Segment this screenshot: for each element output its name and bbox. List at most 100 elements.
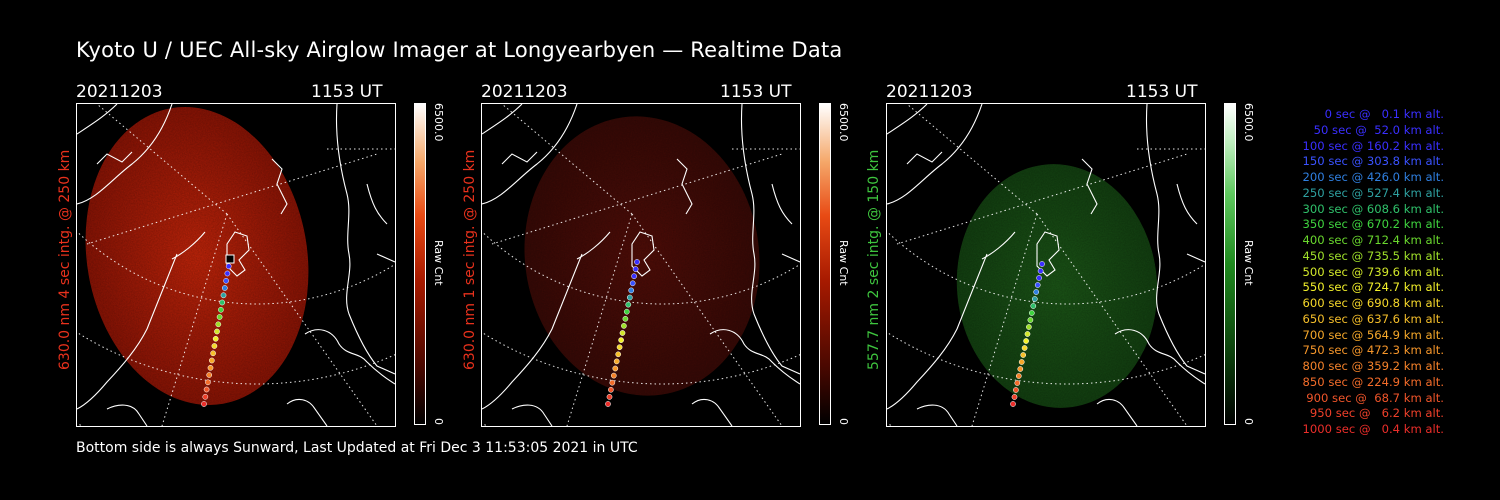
panel-2-colorbar [819,103,831,425]
panel-3-colorbar-max: 6500.0 [1242,103,1255,142]
panel-3-colorbar [1224,103,1236,425]
legend-row: 600 sec @ 690.8 km alt. [1302,296,1444,310]
panel-3-wavelength-label: 557.7 nm 2 sec intg. @ 150 km [866,149,882,370]
trajectory-point [608,386,614,393]
legend-row: 100 sec @ 160.2 km alt. [1302,138,1444,153]
trajectory-point [1020,352,1027,358]
trajectory-point [205,379,211,386]
trajectory-point [615,351,622,358]
trajectory-point [631,273,637,280]
panel-1-time: 1153 UT [311,82,383,102]
panel-1-colorbar-unit: Raw Cnt [432,240,445,286]
trajectory-point [206,372,213,378]
legend-row: 350 sec @ 670.2 km alt. [1302,217,1444,232]
trajectory-point [1033,289,1040,295]
trajectory-legend: 0 sec @ 0.1 km alt. 50 sec @ 52.0 km alt.… [1262,107,1444,438]
launch-site-marker [225,254,235,264]
trajectory-point [1031,296,1038,302]
panel-1-colorbar-max: 6500.0 [432,103,445,142]
trajectory-point [606,394,613,400]
trajectory-point [622,315,629,322]
trajectory-point [605,401,611,407]
trajectory-point [1036,275,1042,281]
trajectory-point [201,401,207,407]
trajectory-point [224,270,231,277]
trajectory-point [211,343,218,349]
legend-row: 850 sec @ 224.9 km alt. [1302,374,1444,389]
trajectory-point [623,308,630,315]
trajectory-point [208,357,215,364]
trajectory-point [1014,380,1021,386]
trajectory-point [1026,324,1032,330]
allsky-svg [887,104,1205,426]
trajectory-point [1039,261,1045,267]
panel-2-colorbar-unit: Raw Cnt [837,240,850,286]
legend-row: 300 sec @ 608.6 km alt. [1302,201,1444,216]
trajectory-point [210,350,216,357]
legend-row: 900 sec @ 68.7 km alt. [1306,390,1444,405]
trajectory-point [1028,310,1035,316]
trajectory-point [212,335,219,342]
trajectory-point [613,358,620,365]
trajectory-point [1037,268,1044,274]
trajectory-point [629,280,636,287]
trajectory-point [215,321,222,328]
legend-row: 450 sec @ 735.5 km alt. [1302,248,1444,263]
panel-3-time: 1153 UT [1126,82,1198,102]
trajectory-point [1013,387,1019,393]
legend-row: 950 sec @ 6.2 km alt. [1309,406,1444,421]
trajectory-point [221,285,228,291]
trajectory-point [618,337,624,343]
trajectory-point [609,379,616,386]
panel-2-allsky-image [481,103,801,427]
legend-row: 400 sec @ 712.4 km alt. [1302,233,1444,247]
legend-row: 50 sec @ 52.0 km alt. [1313,122,1444,137]
trajectory-point [610,372,617,379]
legend-row: 750 sec @ 472.3 km alt. [1302,343,1444,358]
trajectory-point [225,263,232,270]
trajectory-point [634,259,640,265]
trajectory-point [207,364,214,371]
panel-1-colorbar-min: 0 [432,418,445,425]
trajectory-point [1015,373,1022,379]
panel-3-colorbar-min: 0 [1242,418,1255,425]
trajectory-point [223,277,229,284]
panel-2-wavelength-label: 630.0 nm 1 sec intg. @ 250 km [462,149,478,370]
panel-2-time: 1153 UT [720,82,792,102]
trajectory-point [203,386,210,393]
legend-row: 650 sec @ 637.6 km alt. [1302,311,1444,326]
panel-1-wavelength-label: 630.0 nm 4 sec intg. @ 250 km [57,149,73,370]
panel-1-date: 20211203 [76,82,163,102]
trajectory-point [214,328,220,335]
panel-2-colorbar-max: 6500.0 [837,103,850,142]
trajectory-point [1010,401,1016,407]
trajectory-point [1017,366,1024,372]
allsky-svg [482,104,800,426]
trajectory-point [202,393,209,400]
legend-row: 800 sec @ 359.2 km alt. [1302,359,1444,373]
trajectory-point [1021,345,1028,351]
trajectory-point [1023,338,1029,344]
trajectory-point [619,330,626,336]
panel-3-date: 20211203 [886,82,973,102]
trajectory-point [216,314,223,320]
trajectory-point [1024,331,1031,337]
trajectory-point [219,299,226,306]
panel-1-colorbar [414,103,426,425]
trajectory-point [626,294,633,301]
panel-3-colorbar-unit: Raw Cnt [1242,240,1255,286]
legend-row: 200 sec @ 426.0 km alt. [1302,170,1444,184]
trajectory-point [220,292,227,299]
legend-row: 700 sec @ 564.9 km alt. [1302,327,1444,342]
trajectory-point [625,301,632,308]
panel-3-allsky-image [886,103,1206,427]
trajectory-point [1018,359,1025,365]
legend-row: 250 sec @ 527.4 km alt. [1302,185,1444,200]
trajectory-point [612,365,619,372]
trajectory-point [616,344,623,351]
legend-row: 150 sec @ 303.8 km alt. [1302,154,1444,169]
trajectory-point [1027,317,1034,323]
trajectory-point [218,306,224,313]
panel-2-date: 20211203 [481,82,568,102]
trajectory-point [1030,303,1037,309]
